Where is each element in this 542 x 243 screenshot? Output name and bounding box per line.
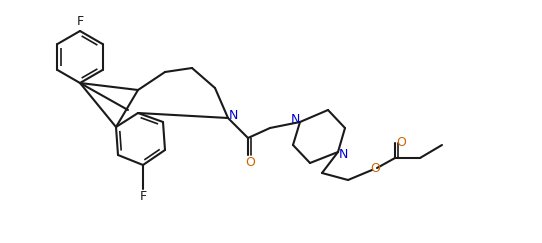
Text: O: O bbox=[245, 156, 255, 170]
Text: N: N bbox=[228, 110, 238, 122]
Text: F: F bbox=[76, 16, 83, 28]
Text: N: N bbox=[291, 113, 300, 127]
Text: N: N bbox=[338, 148, 347, 160]
Text: O: O bbox=[370, 162, 380, 174]
Text: F: F bbox=[139, 191, 146, 203]
Text: O: O bbox=[396, 136, 406, 148]
